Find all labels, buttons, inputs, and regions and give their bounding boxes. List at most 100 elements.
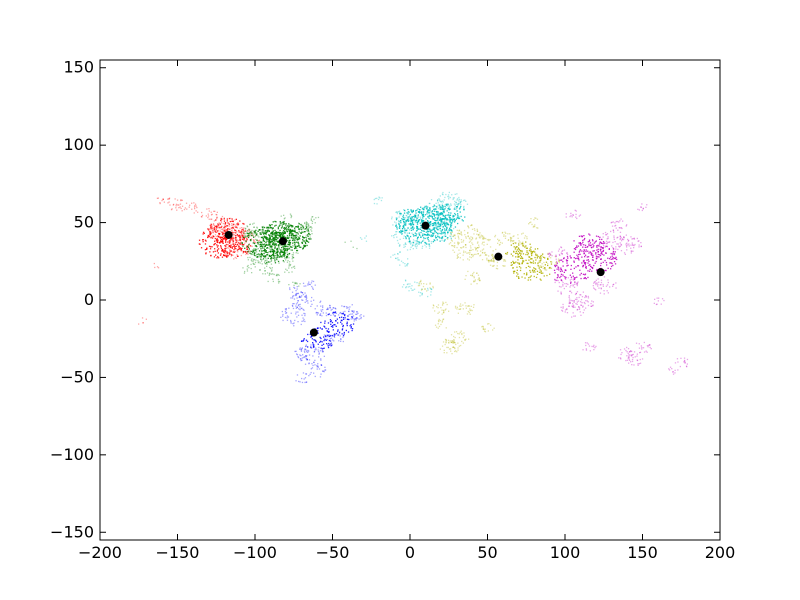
data-point	[274, 258, 276, 260]
data-point	[312, 280, 315, 283]
data-point	[551, 261, 553, 263]
data-point	[568, 296, 570, 298]
data-point	[603, 290, 605, 292]
data-point	[458, 229, 461, 231]
data-point	[253, 258, 255, 261]
data-point	[457, 241, 459, 243]
data-point	[625, 245, 628, 247]
data-point	[288, 284, 290, 286]
data-point	[404, 228, 406, 230]
data-point	[523, 273, 525, 275]
data-point	[582, 291, 584, 293]
data-point	[580, 277, 582, 280]
data-point	[558, 269, 560, 271]
data-point	[246, 237, 248, 239]
data-point	[329, 304, 331, 307]
data-point	[441, 201, 443, 203]
data-point	[514, 248, 516, 250]
data-point	[560, 293, 562, 295]
data-point	[220, 228, 222, 230]
data-point	[272, 227, 274, 229]
data-point	[240, 233, 243, 235]
data-point	[277, 278, 280, 281]
data-point	[593, 245, 595, 247]
data-point	[431, 213, 434, 215]
data-point	[476, 283, 478, 285]
data-point	[305, 294, 307, 296]
data-point	[590, 302, 592, 305]
data-point	[623, 348, 626, 350]
data-point	[286, 235, 289, 237]
data-point	[286, 229, 288, 231]
data-point	[228, 225, 231, 227]
data-point	[215, 213, 217, 216]
data-point	[448, 208, 450, 210]
data-point	[497, 242, 499, 244]
data-point	[255, 234, 257, 236]
data-point	[282, 313, 284, 316]
data-point	[267, 227, 269, 229]
data-point	[269, 240, 271, 242]
data-point	[279, 224, 281, 226]
data-point	[210, 226, 212, 228]
data-point	[566, 283, 568, 285]
data-point	[551, 251, 553, 253]
data-point	[560, 279, 563, 281]
data-point	[550, 257, 552, 259]
data-point	[317, 365, 319, 367]
data-point	[423, 215, 425, 218]
data-point	[432, 218, 434, 220]
data-point	[396, 211, 399, 213]
data-point	[304, 222, 306, 224]
data-point	[270, 255, 272, 257]
data-point	[312, 364, 314, 367]
data-point	[575, 292, 577, 295]
data-point	[446, 237, 448, 239]
data-point	[406, 219, 409, 221]
data-point	[433, 215, 435, 217]
data-point	[527, 262, 529, 265]
data-point	[274, 250, 276, 252]
data-point	[288, 307, 290, 309]
data-point	[531, 223, 533, 226]
data-point	[240, 241, 242, 243]
data-point	[295, 350, 297, 352]
data-point	[420, 206, 422, 208]
data-point	[406, 229, 408, 231]
data-point	[439, 224, 442, 226]
data-point	[406, 234, 408, 236]
data-point	[447, 224, 450, 226]
data-point	[638, 244, 640, 246]
data-point	[226, 225, 228, 227]
data-point	[579, 214, 582, 216]
data-point	[443, 221, 445, 223]
data-point	[257, 256, 259, 258]
data-point	[224, 237, 226, 239]
data-point	[221, 241, 223, 243]
data-point	[447, 204, 449, 206]
data-point	[463, 199, 465, 202]
data-point	[211, 227, 213, 229]
data-point	[469, 253, 471, 255]
data-point	[522, 253, 525, 255]
data-point	[229, 251, 232, 253]
data-point	[293, 257, 295, 259]
data-point	[333, 340, 335, 342]
data-point	[434, 210, 436, 212]
data-point	[403, 235, 405, 237]
data-point	[318, 356, 320, 358]
data-point	[413, 214, 416, 216]
data-point	[226, 229, 228, 231]
data-point	[282, 235, 285, 237]
data-point	[290, 236, 293, 238]
data-point	[571, 305, 573, 307]
data-point	[466, 203, 469, 205]
data-point	[218, 233, 220, 235]
data-point	[276, 256, 278, 259]
data-point	[243, 238, 245, 240]
data-point	[208, 229, 210, 231]
data-point	[268, 226, 270, 228]
data-point	[211, 228, 213, 230]
data-point	[672, 371, 674, 373]
data-point	[566, 252, 568, 254]
